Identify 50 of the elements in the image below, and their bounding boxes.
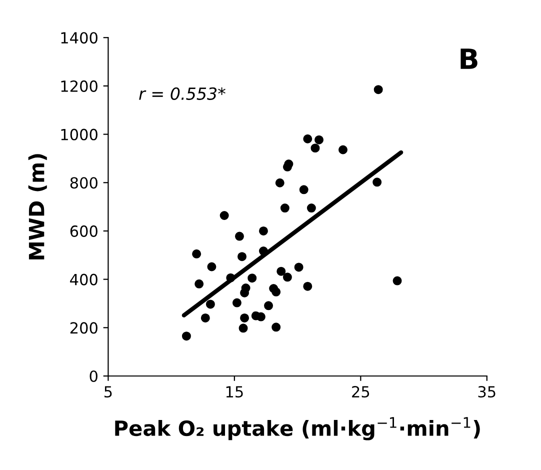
point [192,249,202,258]
point [194,279,204,288]
y-axis-title: MWD (m) [28,154,47,260]
y-tick-label: 600 [70,225,98,237]
y-tick-label: 400 [70,274,98,286]
x-axis-title: Peak O₂ uptake (ml·kg$^{−1}$·min$^{−1}$) [115,417,480,440]
point [374,85,383,94]
point [272,287,281,296]
y-tick-label: 800 [70,177,98,189]
x-tick-label: 25 [352,386,370,398]
point [238,324,248,333]
point [338,145,348,154]
point [280,204,290,213]
chart-title: B [460,48,478,69]
y-tick-label: 1400 [61,32,98,44]
point [299,185,308,194]
point [200,313,210,322]
y-tick-label: 200 [70,322,98,334]
point [303,282,312,291]
point [372,178,382,187]
point [314,135,324,144]
point [294,262,304,272]
x-tick-label: 5 [104,386,112,398]
point [248,274,257,283]
point [234,232,244,241]
point [272,322,281,332]
x-tick-label: 15 [226,386,243,398]
point [206,300,215,309]
point [258,246,268,256]
point [182,332,191,341]
point [282,272,292,282]
x-tick-label: 35 [478,386,496,398]
point [306,204,316,213]
point [258,226,268,236]
point [275,178,284,188]
point [264,301,274,310]
point [232,298,242,308]
point [226,273,236,282]
point [220,211,229,220]
point [207,262,216,272]
point [276,266,286,276]
annotation: r = 0.553* [139,87,226,100]
point [240,313,250,322]
y-tick-label: 0 [90,370,98,382]
point [392,276,402,286]
point [238,252,247,262]
point [303,134,312,144]
y-tick-label: 1000 [61,128,98,140]
y-tick-label: 1200 [61,80,98,92]
point [310,144,320,153]
